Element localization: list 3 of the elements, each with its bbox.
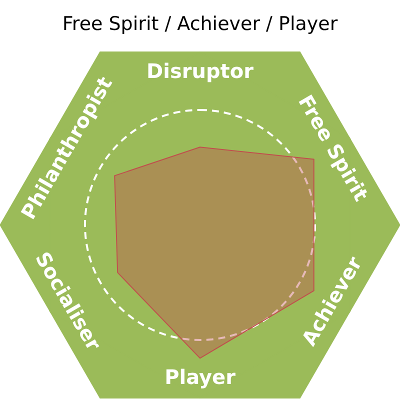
- chart-title: Free Spirit / Achiever / Player: [62, 13, 338, 35]
- spoke-label: Player: [164, 365, 236, 390]
- spoke-label: Disruptor: [146, 58, 254, 83]
